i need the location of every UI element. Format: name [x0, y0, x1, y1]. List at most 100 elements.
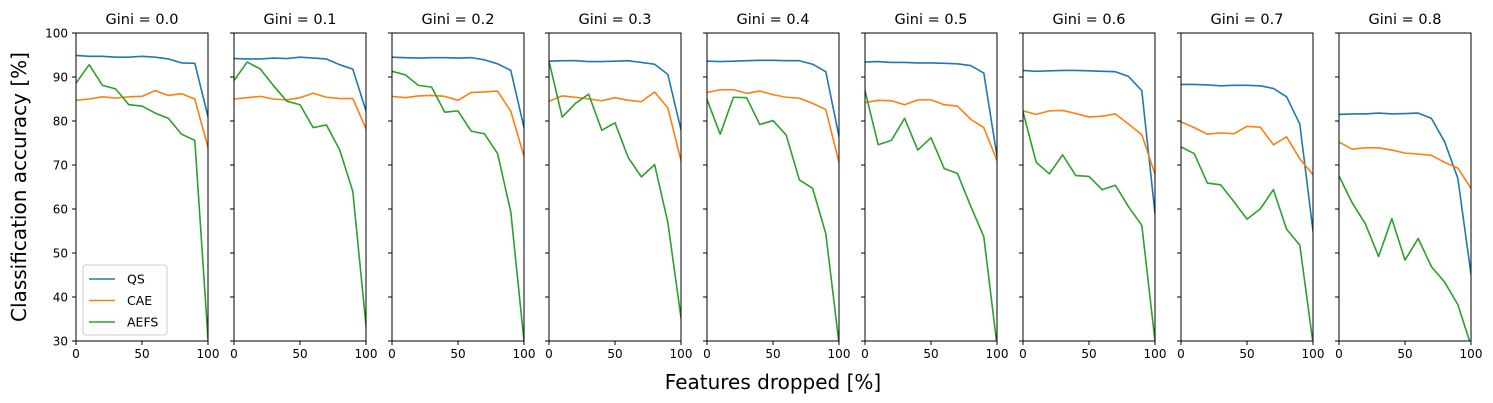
series-line-cae: [1023, 109, 1155, 176]
series-line-aefs: [707, 96, 839, 341]
x-tick-label: 0: [72, 347, 80, 361]
panel-frame: [706, 32, 840, 342]
series-line-qs: [549, 59, 681, 131]
chart-panel: Gini = 0.0 0 50 100 30 40 50 60 70 80 90 100 QS CAE AE…: [45, 12, 219, 361]
x-tick-label: 50: [1397, 347, 1412, 361]
y-tick-label: 40: [53, 290, 68, 304]
x-tick-label: 50: [923, 347, 938, 361]
x-tick-label: 100: [1460, 347, 1483, 361]
chart-panel: Gini = 0.3 0 50 100: [545, 12, 692, 361]
x-tick-label: 50: [292, 347, 307, 361]
panel-frame: [548, 32, 682, 342]
x-tick-label: 50: [765, 347, 780, 361]
legend-label: AEFS: [127, 315, 158, 330]
series-line-cae: [1181, 121, 1313, 176]
series-line-cae: [865, 99, 997, 162]
series-line-qs: [865, 60, 997, 158]
chart-panel: Gini = 0.5 0 50 100: [861, 12, 1008, 361]
y-axis-label: Classification accuracy [%]: [7, 52, 31, 322]
x-tick-label: 100: [986, 347, 1009, 361]
x-tick-label: 50: [134, 347, 149, 361]
series-line-qs: [76, 54, 208, 118]
series-line-qs: [1339, 112, 1471, 276]
x-tick-label: 100: [197, 347, 220, 361]
series-group: [76, 54, 208, 340]
series-line-cae: [549, 91, 681, 162]
x-tick-label: 50: [450, 347, 465, 361]
series-line-qs: [1181, 83, 1313, 232]
x-tick-label: 50: [607, 347, 622, 361]
panel-frame: [1180, 32, 1314, 342]
y-tick-label: 60: [53, 202, 68, 216]
x-tick-label: 0: [1335, 347, 1343, 361]
series-line-aefs: [76, 63, 208, 340]
x-tick-label: 0: [703, 347, 711, 361]
series-line-cae: [392, 90, 524, 158]
x-tick-label: 100: [828, 347, 851, 361]
y-tick-label: 50: [53, 246, 68, 260]
x-tick-label: 100: [513, 347, 536, 361]
series-line-aefs: [865, 89, 997, 341]
chart-panel: Gini = 0.8 0 50 100: [1335, 12, 1482, 361]
chart-panel: Gini = 0.6 0 50 100: [1019, 12, 1166, 361]
y-tick-label: 80: [53, 114, 68, 128]
series-group: [865, 60, 997, 341]
series-group: [1181, 83, 1313, 341]
chart-panel: Gini = 0.2 0 50 100: [388, 12, 535, 361]
chart-panel: Gini = 0.4 0 50 100: [703, 12, 850, 361]
x-tick-label: 0: [230, 347, 238, 361]
panel-frame: [864, 32, 998, 342]
panel-title: Gini = 0.3: [579, 12, 652, 28]
series-line-cae: [234, 92, 366, 130]
series-line-aefs: [1339, 174, 1471, 341]
x-tick-label: 100: [670, 347, 693, 361]
y-tick-label: 100: [45, 26, 68, 40]
x-tick-label: 50: [1239, 347, 1254, 361]
y-tick-label: 90: [53, 70, 68, 84]
series-group: [392, 56, 524, 341]
series-line-cae: [707, 88, 839, 164]
panel-title: Gini = 0.2: [422, 12, 495, 28]
panel-title: Gini = 0.0: [106, 12, 179, 28]
x-tick-label: 50: [1081, 347, 1096, 361]
y-tick-label: 30: [53, 334, 68, 348]
y-tick-label: 70: [53, 158, 68, 172]
series-line-aefs: [1023, 110, 1155, 341]
chart-panel: Gini = 0.1 0 50 100: [230, 12, 377, 361]
series-line-cae: [1339, 141, 1471, 190]
x-tick-label: 100: [1302, 347, 1325, 361]
panel-title: Gini = 0.4: [737, 12, 810, 28]
panel-frame: [233, 32, 367, 342]
legend-label: CAE: [127, 293, 152, 308]
x-tick-label: 0: [1177, 347, 1185, 361]
chart-panels: Gini = 0.0 0 50 100 30 40 50 60 70 80 90 100 QS CAE AE…: [45, 12, 1482, 361]
panel-title: Gini = 0.1: [264, 12, 337, 28]
series-line-qs: [707, 59, 839, 138]
panel-title: Gini = 0.6: [1053, 12, 1126, 28]
series-line-aefs: [234, 61, 366, 327]
series-group: [549, 59, 681, 319]
series-line-qs: [392, 56, 524, 129]
x-tick-label: 0: [861, 347, 869, 361]
x-tick-label: 100: [1144, 347, 1167, 361]
x-tick-label: 100: [355, 347, 378, 361]
x-tick-label: 0: [545, 347, 553, 361]
series-group: [1339, 112, 1471, 341]
series-line-aefs: [549, 60, 681, 319]
legend-label: QS: [127, 272, 145, 287]
series-line-qs: [1023, 69, 1155, 215]
legend-box: [82, 264, 168, 336]
series-group: [707, 59, 839, 341]
panel-title: Gini = 0.8: [1369, 12, 1442, 28]
x-tick-label: 0: [1019, 347, 1027, 361]
series-line-aefs: [392, 70, 524, 341]
panel-frame: [1022, 32, 1156, 342]
chart-panel: Gini = 0.7 0 50 100: [1177, 12, 1324, 361]
legend: QS CAE AEFS: [82, 264, 168, 336]
series-line-qs: [234, 56, 366, 112]
x-tick-label: 0: [388, 347, 396, 361]
series-group: [234, 56, 366, 327]
panel-title: Gini = 0.7: [1211, 12, 1284, 28]
series-line-aefs: [1181, 146, 1313, 341]
